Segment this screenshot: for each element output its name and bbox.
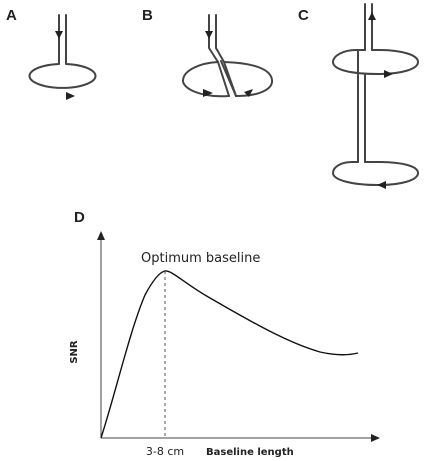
x-axis-label: Baseline length	[206, 447, 294, 458]
current-arrow-right-icon	[66, 92, 75, 100]
current-arrow-left-icon	[377, 181, 386, 189]
current-arrow-down-icon	[205, 31, 213, 39]
current-arrow-down-icon	[55, 31, 63, 39]
snr-curve	[100, 270, 359, 439]
x-axis-arrow-icon	[371, 434, 380, 442]
panel-d: D Optimum baseline SNR 3-8 cm Baseline l…	[69, 209, 380, 458]
optimum-range-tick-label: 3-8 cm	[146, 445, 184, 458]
panel-b-label: B	[142, 7, 153, 24]
panel-b: B	[142, 7, 274, 98]
current-arrow-up-icon	[368, 12, 376, 20]
magnetometer-coil-a	[28, 14, 97, 89]
panel-a-label: A	[6, 7, 17, 24]
gradiometer-coil-b	[182, 14, 274, 98]
current-arrow-right-icon	[244, 89, 253, 97]
panel-a: A	[6, 7, 97, 100]
panel-c: C	[298, 3, 419, 189]
panel-c-label: C	[298, 7, 309, 24]
current-arrow-right-icon	[384, 70, 393, 78]
y-axis-arrow-icon	[97, 231, 105, 240]
gradiometer-coil-c	[332, 3, 419, 186]
optimum-baseline-annotation: Optimum baseline	[141, 251, 260, 266]
y-axis-label: SNR	[69, 340, 80, 364]
panel-d-label: D	[74, 209, 85, 226]
current-arrow-right-icon	[203, 89, 213, 97]
